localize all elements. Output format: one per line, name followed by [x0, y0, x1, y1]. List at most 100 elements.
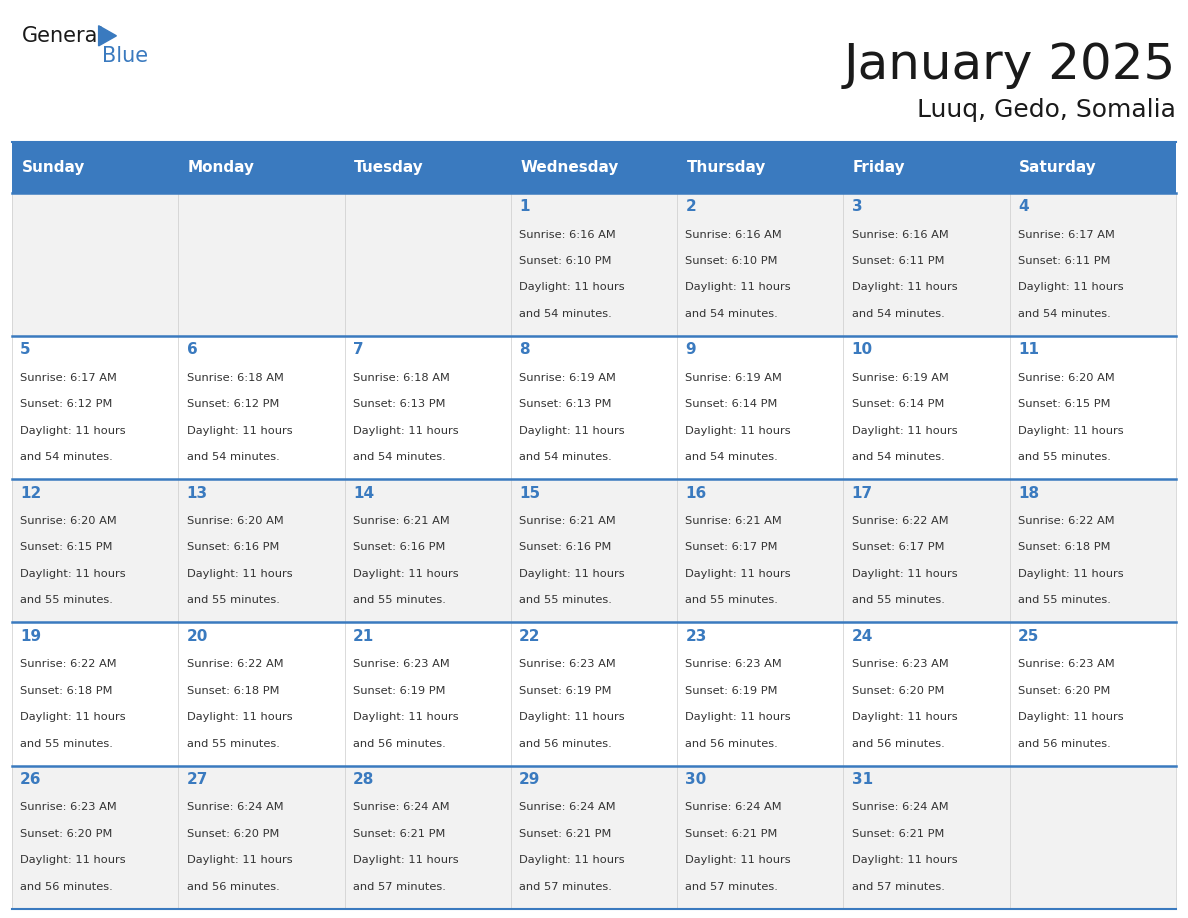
Text: and 55 minutes.: and 55 minutes. — [852, 596, 944, 605]
Text: Sunset: 6:14 PM: Sunset: 6:14 PM — [852, 399, 944, 409]
Text: and 57 minutes.: and 57 minutes. — [852, 882, 944, 891]
Text: and 57 minutes.: and 57 minutes. — [353, 882, 446, 891]
Text: Luuq, Gedo, Somalia: Luuq, Gedo, Somalia — [917, 98, 1176, 122]
FancyBboxPatch shape — [1010, 336, 1176, 479]
FancyBboxPatch shape — [178, 193, 345, 336]
Text: and 55 minutes.: and 55 minutes. — [685, 596, 778, 605]
Text: and 56 minutes.: and 56 minutes. — [685, 739, 778, 748]
Text: Sunset: 6:11 PM: Sunset: 6:11 PM — [852, 256, 944, 266]
Text: 30: 30 — [685, 772, 707, 787]
Text: Daylight: 11 hours: Daylight: 11 hours — [519, 283, 625, 293]
FancyBboxPatch shape — [178, 336, 345, 479]
Text: Sunrise: 6:23 AM: Sunrise: 6:23 AM — [685, 659, 782, 669]
Text: Sunrise: 6:21 AM: Sunrise: 6:21 AM — [519, 516, 615, 526]
Text: 15: 15 — [519, 486, 541, 500]
Text: Sunset: 6:20 PM: Sunset: 6:20 PM — [852, 686, 944, 696]
Text: and 55 minutes.: and 55 minutes. — [1018, 596, 1111, 605]
Text: Daylight: 11 hours: Daylight: 11 hours — [1018, 283, 1124, 293]
Text: Daylight: 11 hours: Daylight: 11 hours — [685, 712, 791, 722]
Text: Daylight: 11 hours: Daylight: 11 hours — [852, 569, 958, 579]
Text: Daylight: 11 hours: Daylight: 11 hours — [519, 426, 625, 436]
Text: and 55 minutes.: and 55 minutes. — [1018, 453, 1111, 462]
Text: Sunrise: 6:19 AM: Sunrise: 6:19 AM — [685, 373, 783, 383]
Text: Daylight: 11 hours: Daylight: 11 hours — [519, 856, 625, 866]
Text: Blue: Blue — [102, 46, 148, 66]
Text: Sunrise: 6:21 AM: Sunrise: 6:21 AM — [685, 516, 782, 526]
Text: Saturday: Saturday — [1019, 160, 1097, 175]
Text: Sunset: 6:16 PM: Sunset: 6:16 PM — [519, 543, 612, 553]
Text: Sunset: 6:15 PM: Sunset: 6:15 PM — [1018, 399, 1111, 409]
Text: Daylight: 11 hours: Daylight: 11 hours — [187, 712, 292, 722]
Text: Sunset: 6:18 PM: Sunset: 6:18 PM — [20, 686, 113, 696]
FancyBboxPatch shape — [511, 193, 677, 336]
Text: Sunrise: 6:19 AM: Sunrise: 6:19 AM — [519, 373, 617, 383]
Text: Sunset: 6:12 PM: Sunset: 6:12 PM — [187, 399, 279, 409]
Text: 24: 24 — [852, 629, 873, 644]
Text: Daylight: 11 hours: Daylight: 11 hours — [852, 426, 958, 436]
Text: 11: 11 — [1018, 342, 1040, 357]
Text: 6: 6 — [187, 342, 197, 357]
Text: Sunrise: 6:24 AM: Sunrise: 6:24 AM — [685, 802, 782, 812]
Text: and 54 minutes.: and 54 minutes. — [852, 453, 944, 462]
Text: Sunset: 6:19 PM: Sunset: 6:19 PM — [519, 686, 612, 696]
Text: 2: 2 — [685, 199, 696, 214]
Text: and 55 minutes.: and 55 minutes. — [519, 596, 612, 605]
FancyBboxPatch shape — [1010, 142, 1176, 193]
FancyBboxPatch shape — [843, 193, 1010, 336]
Text: Daylight: 11 hours: Daylight: 11 hours — [187, 426, 292, 436]
Text: Daylight: 11 hours: Daylight: 11 hours — [852, 712, 958, 722]
Text: Sunset: 6:20 PM: Sunset: 6:20 PM — [20, 829, 113, 839]
Text: Sunset: 6:10 PM: Sunset: 6:10 PM — [519, 256, 612, 266]
Text: 20: 20 — [187, 629, 208, 644]
Text: Sunset: 6:20 PM: Sunset: 6:20 PM — [1018, 686, 1111, 696]
Text: and 55 minutes.: and 55 minutes. — [187, 739, 279, 748]
Text: and 54 minutes.: and 54 minutes. — [519, 309, 612, 319]
Text: Sunrise: 6:22 AM: Sunrise: 6:22 AM — [187, 659, 283, 669]
FancyBboxPatch shape — [511, 479, 677, 622]
Text: Sunset: 6:19 PM: Sunset: 6:19 PM — [685, 686, 778, 696]
Text: Sunset: 6:10 PM: Sunset: 6:10 PM — [685, 256, 778, 266]
FancyBboxPatch shape — [178, 479, 345, 622]
Text: Sunset: 6:21 PM: Sunset: 6:21 PM — [685, 829, 778, 839]
FancyBboxPatch shape — [178, 142, 345, 193]
Text: Wednesday: Wednesday — [520, 160, 619, 175]
Text: 12: 12 — [20, 486, 42, 500]
Text: 3: 3 — [852, 199, 862, 214]
Text: General: General — [21, 26, 103, 46]
Text: Sunset: 6:13 PM: Sunset: 6:13 PM — [353, 399, 446, 409]
Text: and 56 minutes.: and 56 minutes. — [187, 882, 279, 891]
Text: Friday: Friday — [853, 160, 905, 175]
Text: and 54 minutes.: and 54 minutes. — [685, 309, 778, 319]
Text: 4: 4 — [1018, 199, 1029, 214]
Text: Daylight: 11 hours: Daylight: 11 hours — [20, 426, 126, 436]
Text: Sunrise: 6:20 AM: Sunrise: 6:20 AM — [1018, 373, 1114, 383]
FancyBboxPatch shape — [345, 142, 511, 193]
Text: Sunrise: 6:16 AM: Sunrise: 6:16 AM — [519, 230, 615, 240]
Text: Sunset: 6:17 PM: Sunset: 6:17 PM — [852, 543, 944, 553]
FancyBboxPatch shape — [12, 193, 178, 336]
Text: 14: 14 — [353, 486, 374, 500]
Text: 18: 18 — [1018, 486, 1040, 500]
FancyBboxPatch shape — [511, 766, 677, 909]
Text: Sunrise: 6:24 AM: Sunrise: 6:24 AM — [187, 802, 283, 812]
Text: and 56 minutes.: and 56 minutes. — [519, 739, 612, 748]
Text: Sunset: 6:21 PM: Sunset: 6:21 PM — [852, 829, 944, 839]
Text: and 55 minutes.: and 55 minutes. — [187, 596, 279, 605]
Text: Sunset: 6:16 PM: Sunset: 6:16 PM — [187, 543, 279, 553]
Text: and 54 minutes.: and 54 minutes. — [1018, 309, 1111, 319]
FancyBboxPatch shape — [843, 336, 1010, 479]
Text: Sunrise: 6:23 AM: Sunrise: 6:23 AM — [353, 659, 449, 669]
FancyBboxPatch shape — [843, 479, 1010, 622]
Text: 13: 13 — [187, 486, 208, 500]
Text: Daylight: 11 hours: Daylight: 11 hours — [852, 856, 958, 866]
Text: Sunrise: 6:22 AM: Sunrise: 6:22 AM — [20, 659, 116, 669]
Text: Sunrise: 6:20 AM: Sunrise: 6:20 AM — [20, 516, 116, 526]
Text: Daylight: 11 hours: Daylight: 11 hours — [685, 283, 791, 293]
FancyBboxPatch shape — [178, 766, 345, 909]
FancyBboxPatch shape — [12, 336, 178, 479]
Text: Sunset: 6:12 PM: Sunset: 6:12 PM — [20, 399, 113, 409]
FancyBboxPatch shape — [12, 142, 178, 193]
Text: Sunrise: 6:16 AM: Sunrise: 6:16 AM — [685, 230, 782, 240]
Text: Sunset: 6:18 PM: Sunset: 6:18 PM — [1018, 543, 1111, 553]
Text: January 2025: January 2025 — [843, 41, 1176, 89]
